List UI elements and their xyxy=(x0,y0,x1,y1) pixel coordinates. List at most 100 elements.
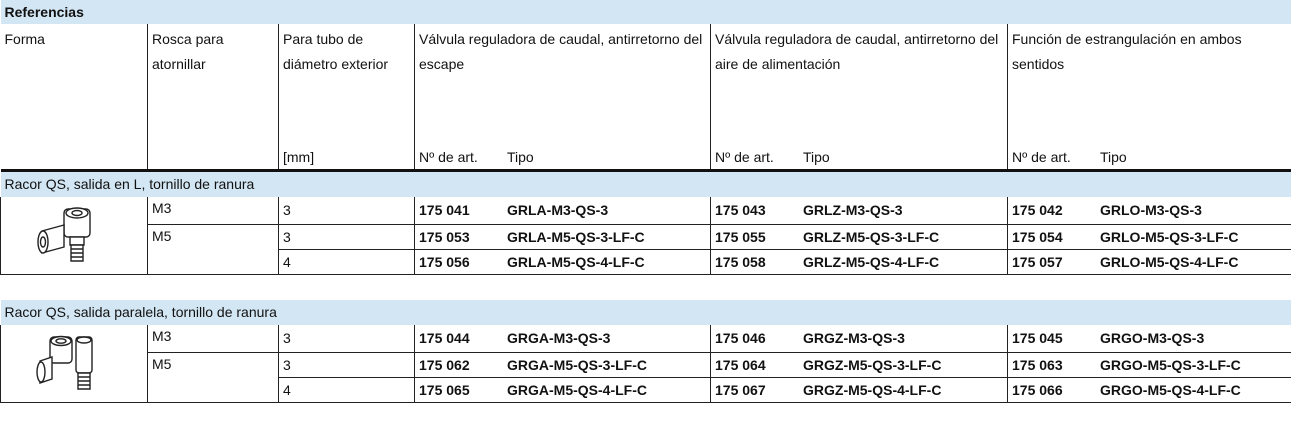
header-cell xyxy=(147,145,279,172)
data-row: M3 3 175 041 GRLA-M3-QS-3 175 043 GRLZ-M3-QS-… xyxy=(0,197,1291,275)
article-cell: 175 054 GRLO-M5-QS-3-LF-C xyxy=(1006,224,1291,250)
article-number: 175 062 xyxy=(419,356,470,373)
article-cell: 175 056 GRLA-M5-QS-4-LF-C xyxy=(414,249,711,275)
article-type: GRGO-M5-QS-3-LF-C xyxy=(1100,356,1241,373)
section-row: Racor QS, salida paralela, tornillo de r… xyxy=(0,300,1291,325)
article-number: 175 042 xyxy=(1012,202,1063,218)
article-cell: 175 064 GRGZ-M5-QS-3-LF-C xyxy=(710,352,1008,378)
article-number: 175 055 xyxy=(715,228,766,245)
article-number: 175 046 xyxy=(715,330,766,346)
article-cell: 175 067 GRGZ-M5-QS-4-LF-C xyxy=(710,377,1008,403)
section-title: Racor QS, salida paralela, tornillo de r… xyxy=(4,304,277,320)
title: Referencias xyxy=(4,3,84,20)
rosca: M3 xyxy=(147,197,279,225)
shape-image xyxy=(0,197,148,275)
article-cell: 175 062 GRGA-M5-QS-3-LF-C xyxy=(414,352,711,378)
article-type: GRGA-M5-QS-3-LF-C xyxy=(507,356,647,373)
header-cell: Nº de art. Tipo xyxy=(414,145,711,172)
article-type: GRGO-M5-QS-4-LF-C xyxy=(1100,381,1241,398)
article-type: GRLZ-M5-QS-4-LF-C xyxy=(803,253,940,270)
article-number: 175 053 xyxy=(419,228,470,245)
sub-art: Nº de art. xyxy=(419,148,478,165)
article-cell: 175 065 GRGA-M5-QS-4-LF-C xyxy=(414,377,711,403)
article-number: 175 058 xyxy=(715,253,766,270)
header-row: Forma Rosca para atornillar Para tubo de… xyxy=(1,24,1291,145)
article-type: GRLO-M3-QS-3 xyxy=(1100,202,1202,218)
sub-tipo: Tipo xyxy=(1100,148,1127,165)
article-cell: 175 045 GRGO-M3-QS-3 xyxy=(1006,325,1291,353)
article-type: GRGZ-M5-QS-4-LF-C xyxy=(803,381,942,398)
data-row: M3 3 175 044 GRGA-M3-QS-3 175 046 GRGZ-M3-QS-… xyxy=(0,325,1291,403)
article-cell: 175 042 GRLO-M3-QS-3 xyxy=(1006,197,1291,225)
header-cell: Forma xyxy=(4,31,45,47)
header-cell: Válvula reguladora de caudal, antirretor… xyxy=(710,24,1008,145)
header-cell: Función de estrangulación en ambos senti… xyxy=(1006,24,1291,145)
article-cell: 175 055 GRLZ-M5-QS-3-LF-C xyxy=(710,224,1008,250)
article-number: 175 063 xyxy=(1012,356,1063,373)
section-title: Racor QS, salida en L, tornillo de ranur… xyxy=(4,176,255,192)
shape-image xyxy=(0,325,148,403)
data-row: 4 175 056 GRLA-M5-QS-4-LF-C 175 058 GRLZ-M5-… xyxy=(1,249,1291,275)
sub-art: Nº de art. xyxy=(1012,148,1071,165)
article-cell: 175 041 GRLA-M3-QS-3 xyxy=(414,197,711,225)
article-type: GRLA-M5-QS-4-LF-C xyxy=(507,253,645,270)
header-cell: Rosca para atornillar xyxy=(147,24,279,145)
data-row: M5 3 175 053 GRLA-M5-QS-3-LF-C 175 055 GRLZ-M… xyxy=(1,224,1291,275)
tubo: 3 xyxy=(278,197,415,225)
article-cell: 175 046 GRGZ-M3-QS-3 xyxy=(710,325,1008,353)
rosca: M3 xyxy=(147,325,279,353)
article-number: 175 064 xyxy=(715,356,766,373)
article-type: GRLO-M5-QS-4-LF-C xyxy=(1100,253,1239,270)
article-type: GRGA-M3-QS-3 xyxy=(507,330,611,346)
rosca: M5 xyxy=(147,352,279,403)
article-number: 175 043 xyxy=(715,202,766,218)
rosca: M5 xyxy=(147,224,279,275)
article-type: GRLO-M5-QS-3-LF-C xyxy=(1100,228,1239,245)
article-cell: 175 058 GRLZ-M5-QS-4-LF-C xyxy=(710,249,1008,275)
sub-art: Nº de art. xyxy=(715,148,774,165)
article-number: 175 044 xyxy=(419,330,470,346)
header-cell: [mm] xyxy=(278,145,415,172)
article-cell: 175 066 GRGO-M5-QS-4-LF-C xyxy=(1006,377,1291,403)
article-number: 175 054 xyxy=(1012,228,1063,245)
blank-row xyxy=(1,275,1291,301)
article-number: 175 067 xyxy=(715,381,766,398)
tubo: 4 xyxy=(278,249,415,275)
header-cell: Nº de art. Tipo xyxy=(710,145,1008,172)
blank-cell xyxy=(1,275,1291,301)
header-cell xyxy=(0,145,148,172)
article-type: GRLZ-M5-QS-3-LF-C xyxy=(803,228,940,245)
tubo: 3 xyxy=(278,224,415,250)
article-number: 175 041 xyxy=(419,202,470,218)
article-type: GRGZ-M5-QS-3-LF-C xyxy=(803,356,942,373)
article-number: 175 045 xyxy=(1012,330,1063,346)
tubo: 4 xyxy=(278,377,415,403)
title-row: Referencias xyxy=(0,0,1291,24)
article-cell: 175 063 GRGO-M5-QS-3-LF-C xyxy=(1006,352,1291,378)
data-row: M5 3 175 062 GRGA-M5-QS-3-LF-C 175 064 GRGZ-M… xyxy=(1,352,1291,403)
header-cell: Para tubo de diámetro exterior xyxy=(278,24,415,145)
table-body: Referencias Forma Rosca para atornillar … xyxy=(0,0,1291,403)
tubo: 3 xyxy=(278,352,415,378)
subheader-row: [mm] Nº de art. Tipo Nº de art. Tipo Nº de… xyxy=(0,145,1291,172)
article-type: GRGZ-M3-QS-3 xyxy=(803,330,905,346)
article-type: GRGA-M5-QS-4-LF-C xyxy=(507,381,647,398)
article-type: GRLZ-M3-QS-3 xyxy=(803,202,903,218)
article-cell: 175 043 GRLZ-M3-QS-3 xyxy=(710,197,1008,225)
article-cell: 175 057 GRLO-M5-QS-4-LF-C xyxy=(1006,249,1291,275)
sub-tipo: Tipo xyxy=(803,148,830,165)
article-number: 175 065 xyxy=(419,381,470,398)
header-cell: Nº de art. Tipo xyxy=(1006,145,1291,172)
article-type: GRLA-M3-QS-3 xyxy=(507,202,609,218)
references-table: Referencias Forma Rosca para atornillar … xyxy=(0,0,1291,403)
article-type: GRGO-M3-QS-3 xyxy=(1100,330,1205,346)
article-number: 175 066 xyxy=(1012,381,1063,398)
section-row: Racor QS, salida en L, tornillo de ranur… xyxy=(0,170,1291,197)
sub-tipo: Tipo xyxy=(507,148,534,165)
article-number: 175 057 xyxy=(1012,253,1063,270)
article-number: 175 056 xyxy=(419,253,470,270)
data-row: 4 175 065 GRGA-M5-QS-4-LF-C 175 067 GRGZ-M5-… xyxy=(1,377,1291,403)
article-cell: 175 044 GRGA-M3-QS-3 xyxy=(414,325,711,353)
header-cell: Válvula reguladora de caudal, antirretor… xyxy=(414,24,711,145)
